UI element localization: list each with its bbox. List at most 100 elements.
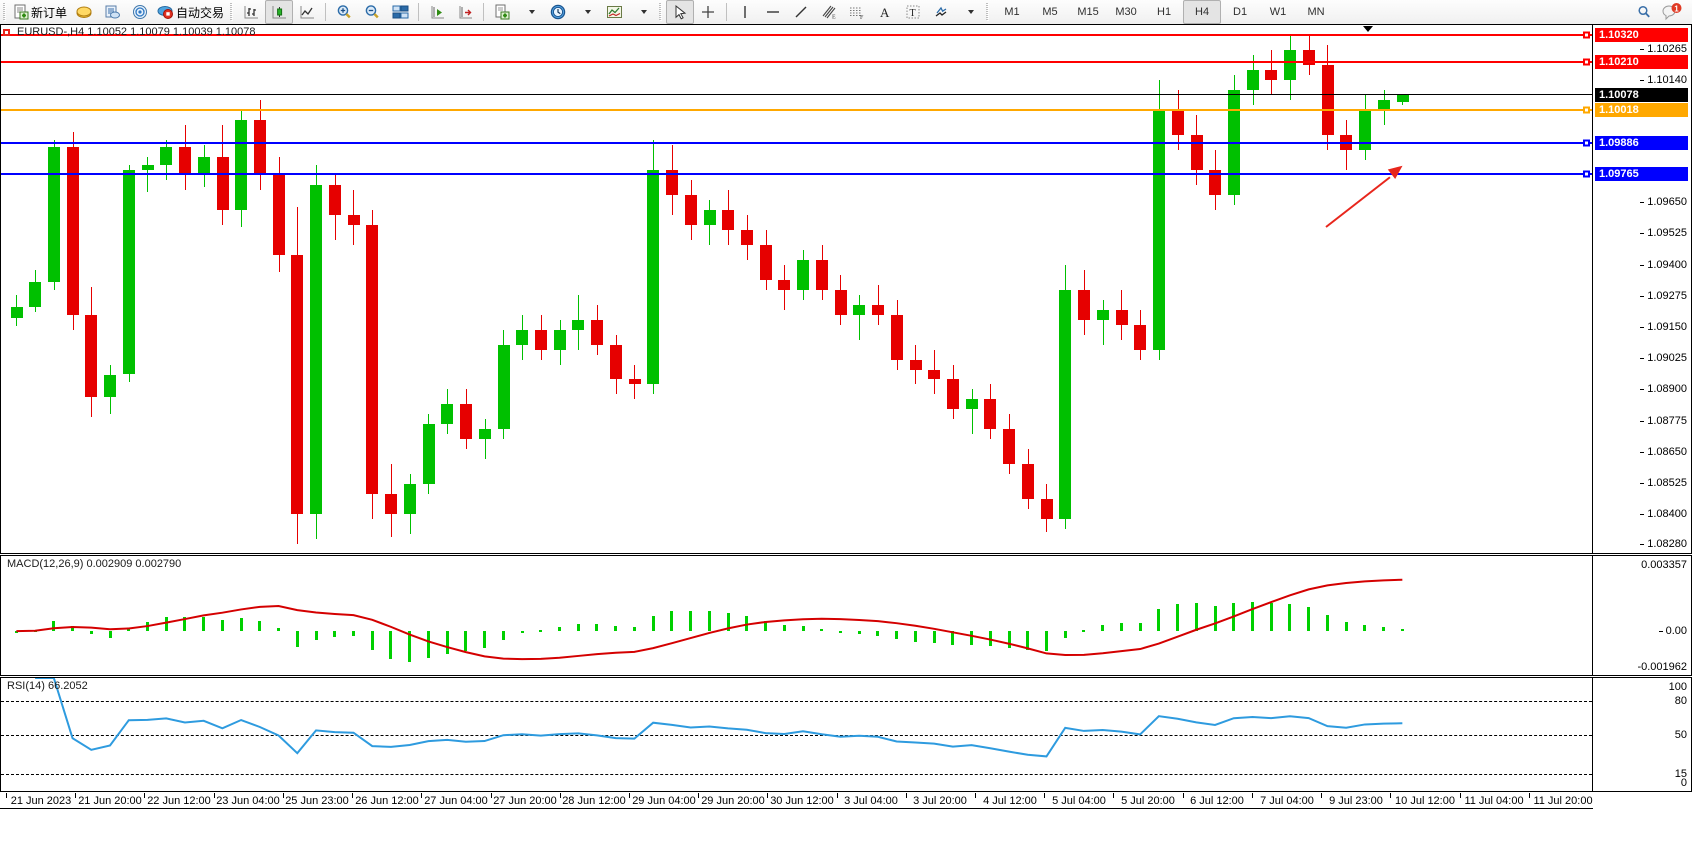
signals-button[interactable] (126, 0, 154, 24)
cursor-tool-button[interactable] (666, 0, 695, 24)
equidistant-channel-tool[interactable]: E (815, 0, 843, 24)
candle-body (1378, 99, 1390, 110)
candle-body (647, 169, 659, 385)
timeframe-m5[interactable]: M5 (1042, 6, 1058, 18)
price-level-handle[interactable] (1583, 106, 1590, 114)
time-axis-label: 26 Jun 12:00 (355, 795, 419, 807)
candle-body (1153, 109, 1165, 350)
arrow-annotation-line[interactable] (1325, 176, 1391, 228)
radar-signal-icon (133, 5, 148, 19)
new-chart-button[interactable] (488, 0, 516, 24)
candle-body (554, 329, 566, 350)
price-level-handle[interactable] (1583, 58, 1590, 66)
candle-body (460, 404, 472, 440)
fibonacci-tool[interactable]: F (843, 0, 871, 24)
autotrading-button[interactable]: 自动交易 (154, 0, 227, 24)
notifications-button[interactable]: 1 (1658, 0, 1686, 24)
period-dropdown[interactable] (572, 0, 600, 24)
candle-body (366, 224, 378, 495)
chart-anchor-handle[interactable] (3, 29, 10, 36)
timeframe-m1[interactable]: M1 (1004, 6, 1020, 18)
macd-axis[interactable]: 0.003357 0.00 -0.001962 (1592, 556, 1691, 675)
price-tick-label: 1.08900 (1640, 383, 1687, 396)
toolbar-grip-3[interactable] (659, 3, 664, 21)
period-button[interactable] (544, 0, 572, 24)
rsi-level-line-80 (1, 700, 1592, 702)
price-level-tag-support[interactable]: 1.09765 (1595, 166, 1688, 181)
macd-histogram-bar (165, 617, 168, 632)
rsi-plot[interactable] (1, 678, 1592, 791)
search-button[interactable] (1630, 0, 1658, 24)
price-level-tag-resistance[interactable]: 1.10210 (1595, 55, 1688, 70)
price-level-tag-support[interactable]: 1.09886 (1595, 136, 1688, 151)
price-level-line-pivot[interactable] (1, 109, 1592, 112)
templates-button[interactable] (600, 0, 628, 24)
arrows-tool[interactable] (927, 0, 955, 24)
text-tool[interactable]: A (871, 0, 899, 24)
toolbar-grip-4[interactable] (986, 3, 991, 21)
new-chart-icon (495, 4, 510, 20)
macd-histogram-bar (970, 631, 973, 646)
macd-plot[interactable] (1, 556, 1592, 675)
price-level-line-support[interactable] (1, 142, 1592, 145)
macd-histogram-bar (933, 631, 936, 644)
vertical-line-tool[interactable] (731, 0, 759, 24)
price-axis[interactable]: 1.10265 1.10140 1.09650 1.09525 1.09400 1.092… (1592, 25, 1691, 553)
timeframe-h1[interactable]: H1 (1157, 6, 1172, 18)
price-level-handle[interactable] (1583, 170, 1590, 178)
svg-text:F: F (860, 15, 864, 20)
time-axis[interactable]: 21 Jun 2023 21 Jun 20:00 22 Jun 12:00 23 Ju… (0, 793, 1692, 848)
history-center-button[interactable] (70, 0, 98, 24)
price-level-line-support[interactable] (1, 172, 1592, 175)
price-level-tag-pivot[interactable]: 1.10018 (1595, 103, 1688, 118)
templates-dropdown[interactable] (628, 0, 656, 24)
arrow-annotation-head[interactable] (1387, 160, 1407, 180)
candle-body (1097, 309, 1109, 320)
macd-pane[interactable]: 0.003357 0.00 -0.001962 MACD(12,26,9) 0.00… (0, 555, 1692, 676)
macd-histogram-bar (1120, 622, 1123, 632)
macd-histogram-bar (483, 631, 486, 649)
trendline-tool[interactable] (787, 0, 815, 24)
price-pane[interactable]: 1.10265 1.10140 1.09650 1.09525 1.09400 1.092… (0, 24, 1692, 554)
line-chart-button[interactable] (293, 0, 321, 24)
timeframe-w1[interactable]: W1 (1269, 6, 1287, 18)
candlestick-chart-button[interactable] (265, 0, 294, 24)
zoom-out-button[interactable] (358, 0, 386, 24)
new-order-button[interactable]: 新订单 (10, 0, 70, 24)
price-level-tag-resistance[interactable]: 1.10320 (1595, 27, 1688, 42)
market-watch-button[interactable] (98, 0, 126, 24)
chart-area[interactable]: 1.10265 1.10140 1.09650 1.09525 1.09400 1.092… (0, 24, 1692, 848)
price-level-line-current-price[interactable] (1, 94, 1592, 96)
timeframe-h4[interactable]: H4 (1183, 0, 1222, 24)
auto-scroll-button[interactable] (451, 0, 479, 24)
price-level-handle[interactable] (1583, 139, 1590, 147)
candle-body (666, 169, 678, 195)
svg-text:T: T (910, 8, 916, 19)
text-label-tool[interactable]: T (899, 0, 927, 24)
new-chart-dropdown[interactable] (516, 0, 544, 24)
macd-histogram-bar (914, 631, 917, 642)
timeframe-m15[interactable]: M15 (1077, 6, 1099, 18)
horizontal-line-tool[interactable] (759, 0, 787, 24)
chart-shift-button[interactable] (423, 0, 451, 24)
candle-body (984, 399, 996, 430)
price-level-line-resistance[interactable] (1, 61, 1592, 64)
bar-chart-button[interactable] (237, 0, 265, 24)
price-level-line-resistance[interactable] (1, 33, 1592, 36)
price-plot[interactable] (1, 25, 1592, 553)
toolbar-grip-2[interactable] (230, 3, 235, 21)
price-level-tag-current-price[interactable]: 1.10078 (1595, 88, 1688, 103)
arrows-dropdown[interactable] (955, 0, 983, 24)
zoom-in-button[interactable] (330, 0, 358, 24)
candle-body (29, 282, 41, 308)
timeframe-m30[interactable]: M30 (1115, 6, 1137, 18)
price-level-handle[interactable] (1583, 31, 1590, 39)
rsi-pane[interactable]: 100 80 50 15 0 RSI(14) 66.2052 (0, 677, 1692, 792)
chart-shift-icon (431, 6, 444, 19)
timeframe-mn[interactable]: MN (1307, 6, 1325, 18)
crosshair-tool-button[interactable] (694, 0, 722, 24)
tile-windows-button[interactable] (386, 0, 414, 24)
toolbar-grip[interactable] (3, 3, 7, 21)
rsi-axis[interactable]: 100 80 50 15 0 (1592, 678, 1691, 791)
timeframe-d1[interactable]: D1 (1233, 6, 1248, 18)
